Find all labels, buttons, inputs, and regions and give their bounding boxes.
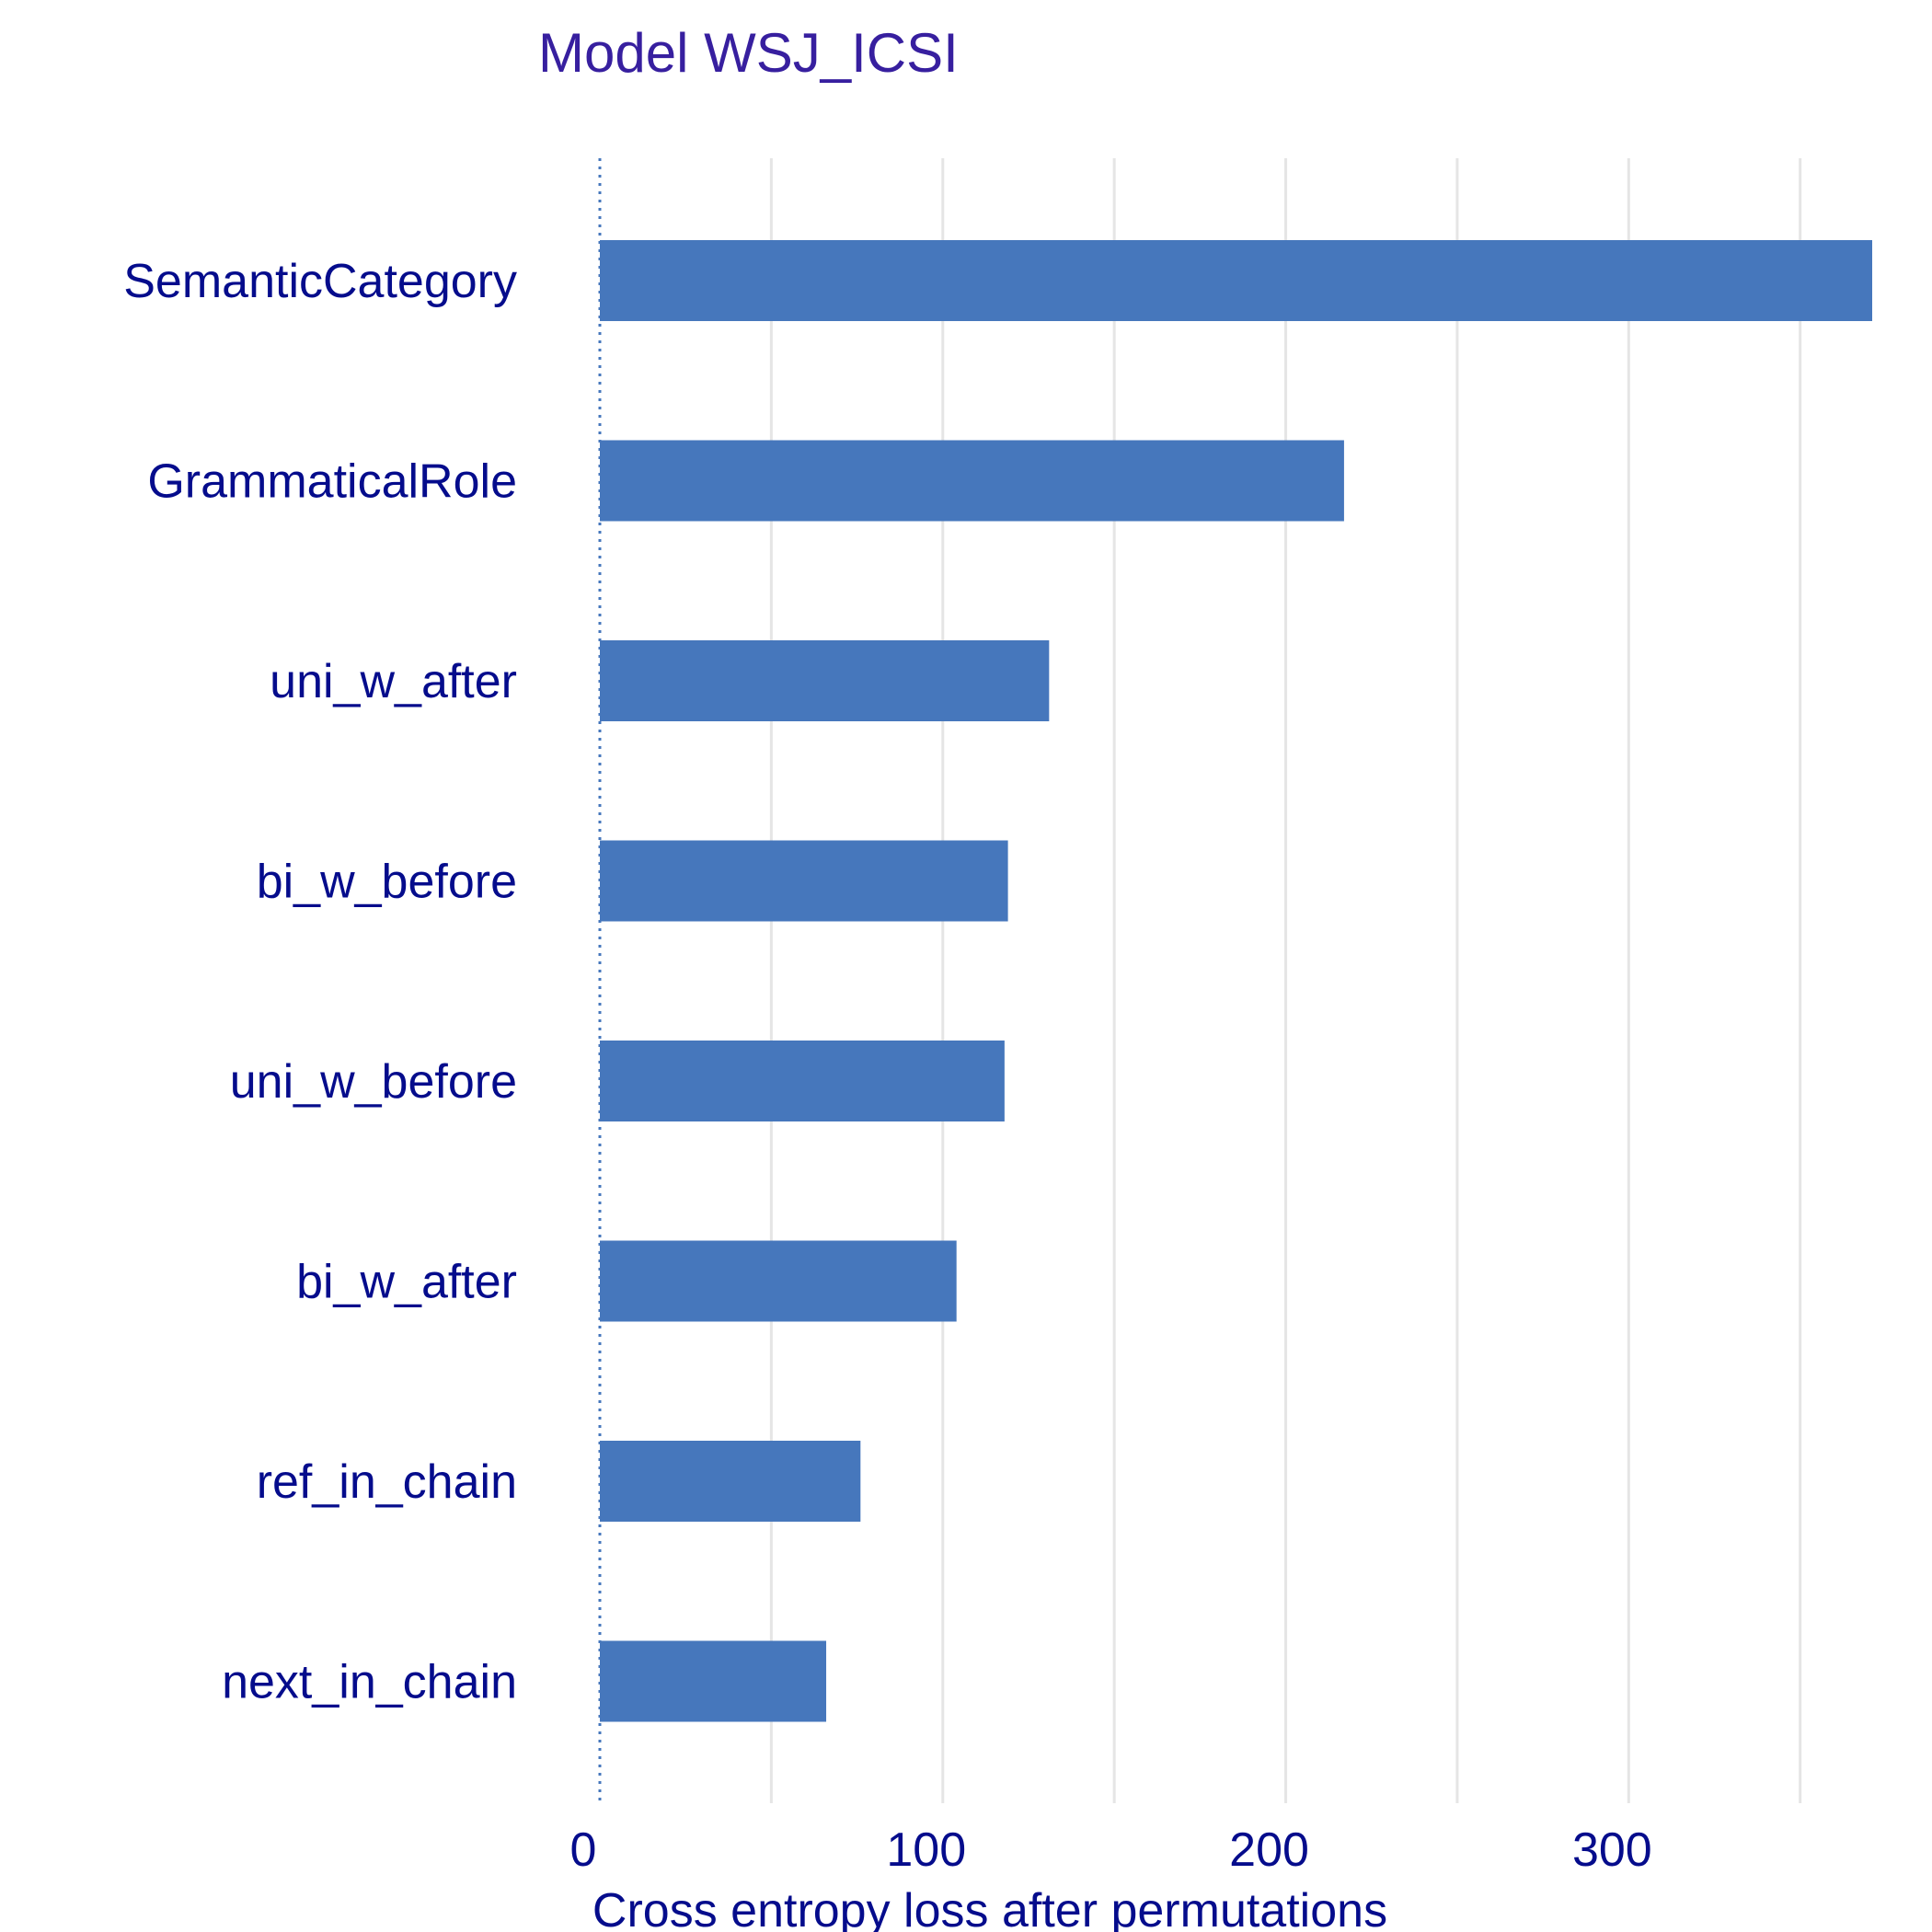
y-tick-label: next_in_chain — [222, 1656, 517, 1709]
y-tick-label: bi_w_before — [257, 856, 517, 909]
x-tick-label: 300 — [1572, 1823, 1652, 1877]
x-axis-title: Cross entropy loss after permutations — [592, 1884, 1387, 1932]
y-tick-label: bi_w_after — [296, 1256, 517, 1309]
x-tick-label: 0 — [570, 1823, 597, 1877]
bars — [600, 240, 1872, 1722]
bar-ref_in_chain — [600, 1441, 861, 1522]
y-axis-labels: SemanticCategory GrammaticalRole uni_w_aft… — [123, 255, 517, 1709]
bar-bi_w_before — [600, 840, 1008, 922]
y-tick-label: GrammaticalRole — [147, 455, 517, 509]
y-tick-label: ref_in_chain — [257, 1455, 517, 1509]
grid-lines — [769, 158, 1802, 1803]
chart-title: Model WSJ_ICSI — [538, 22, 959, 84]
bar-SemanticCategory — [600, 240, 1872, 321]
y-tick-label: uni_w_after — [270, 655, 517, 708]
x-tick-label: 100 — [886, 1823, 966, 1877]
bar-bi_w_after — [600, 1240, 957, 1322]
x-axis-tick-labels: 0 100 200 300 — [570, 1823, 1652, 1877]
bar-uni_w_after — [600, 640, 1050, 721]
y-tick-label: uni_w_before — [230, 1055, 517, 1109]
x-tick-label: 200 — [1229, 1823, 1309, 1877]
bar-GrammaticalRole — [600, 440, 1344, 522]
bar-next_in_chain — [600, 1640, 827, 1722]
y-tick-label: SemanticCategory — [123, 255, 517, 308]
bar-uni_w_before — [600, 1041, 1005, 1121]
